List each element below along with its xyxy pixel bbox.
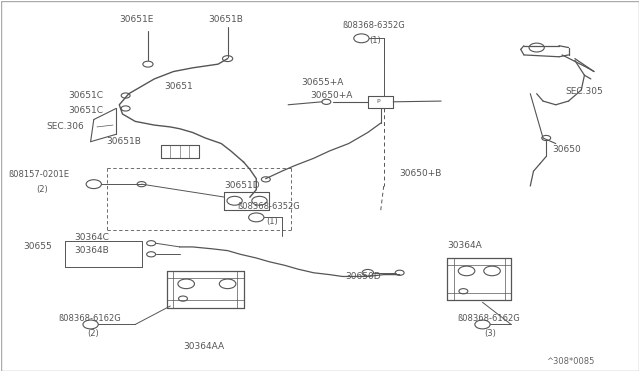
Text: ß08368-6162G: ß08368-6162G	[59, 314, 122, 323]
Text: ß08368-6162G: ß08368-6162G	[457, 314, 520, 323]
Text: 30364C: 30364C	[75, 233, 109, 242]
Text: 30364A: 30364A	[447, 241, 482, 250]
Text: 30655+A: 30655+A	[301, 78, 343, 87]
Text: 30650+A: 30650+A	[310, 91, 353, 100]
Text: 30651D: 30651D	[225, 182, 260, 190]
Text: P: P	[377, 99, 380, 104]
Text: 30650D: 30650D	[346, 272, 381, 281]
Text: SEC.306: SEC.306	[46, 122, 84, 131]
Text: 30651B: 30651B	[209, 15, 243, 24]
Text: 30364AA: 30364AA	[183, 342, 224, 351]
Text: 30651B: 30651B	[106, 137, 141, 146]
Text: ^308*0085: ^308*0085	[546, 357, 595, 366]
Text: 30651C: 30651C	[68, 91, 103, 100]
Text: 30651E: 30651E	[119, 15, 154, 24]
Text: 30650: 30650	[552, 145, 581, 154]
Text: ß08368-6352G: ß08368-6352G	[237, 202, 300, 211]
Text: ß08157-0201E: ß08157-0201E	[8, 170, 68, 179]
Text: (1): (1)	[369, 36, 381, 45]
Text: (2): (2)	[88, 329, 99, 338]
Text: 30651: 30651	[164, 82, 193, 91]
Text: SEC.305: SEC.305	[565, 87, 603, 96]
Text: 30651C: 30651C	[68, 106, 103, 115]
Text: 30364B: 30364B	[75, 246, 109, 255]
Text: 30655: 30655	[24, 243, 52, 251]
Text: (3): (3)	[484, 329, 496, 338]
Text: (1): (1)	[266, 217, 278, 225]
Text: ß08368-6352G: ß08368-6352G	[342, 21, 405, 30]
Text: (2): (2)	[36, 185, 48, 194]
Text: 30650+B: 30650+B	[399, 169, 442, 177]
